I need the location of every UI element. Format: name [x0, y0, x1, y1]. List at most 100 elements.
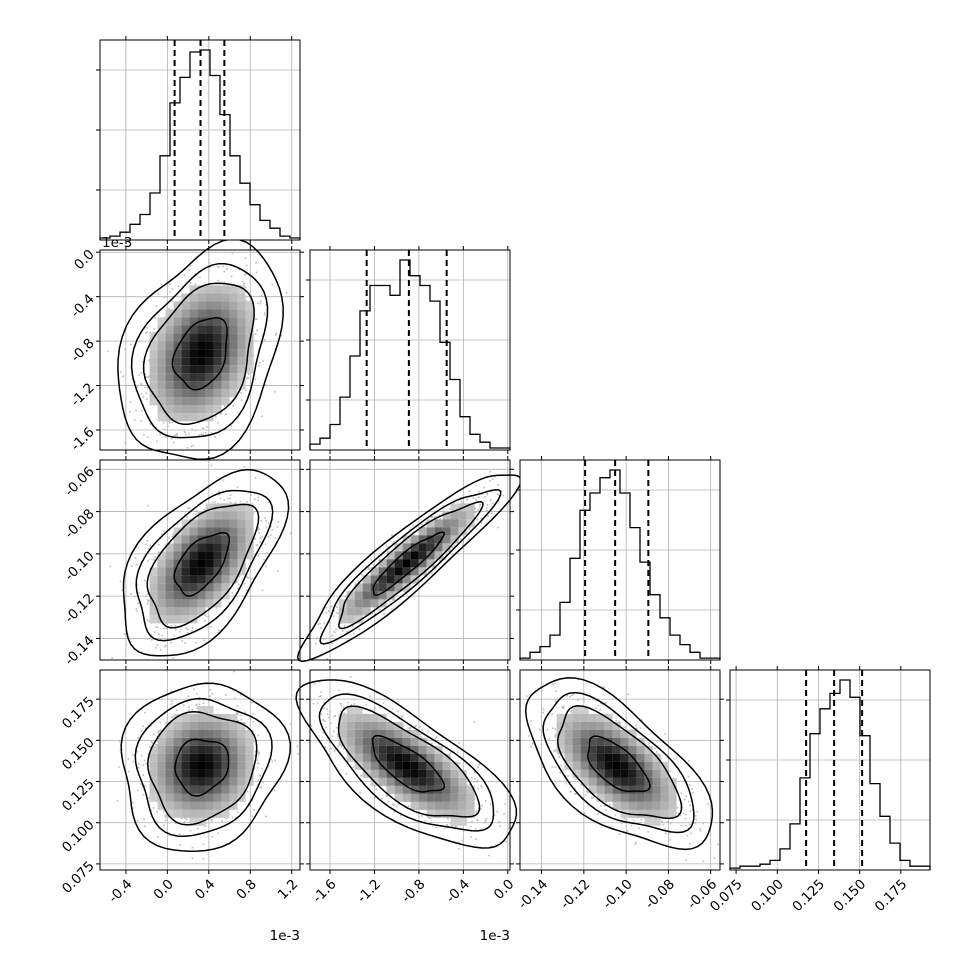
density-cell	[245, 317, 254, 326]
sample-point	[169, 283, 171, 285]
sample-point	[251, 577, 253, 580]
sample-point	[270, 525, 272, 528]
sample-point	[314, 642, 317, 645]
sample-point	[259, 541, 261, 543]
sample-point	[261, 589, 264, 592]
density-cell	[229, 341, 238, 350]
sample-point	[184, 642, 186, 644]
density-cell	[189, 301, 198, 310]
sample-point	[258, 528, 260, 530]
sample-point	[271, 283, 274, 286]
sample-point	[185, 627, 188, 630]
sample-point	[201, 426, 204, 429]
density-cell	[213, 333, 222, 342]
sample-point	[217, 632, 219, 634]
density-cell	[378, 559, 387, 568]
sample-point	[155, 647, 157, 649]
sample-point	[148, 620, 151, 623]
sample-point	[223, 270, 225, 273]
sample-point	[148, 360, 150, 362]
density-cell	[426, 543, 435, 552]
sample-point	[146, 602, 149, 605]
contour-line	[296, 474, 522, 663]
sample-point	[444, 558, 446, 561]
density-cell	[442, 535, 451, 544]
sample-point	[441, 513, 444, 515]
density-cell	[221, 503, 230, 512]
sample-point	[448, 508, 451, 511]
sample-point	[231, 252, 234, 254]
density-cell	[173, 389, 182, 398]
density-cell	[189, 373, 198, 382]
sample-point	[391, 608, 393, 610]
sample-point	[186, 446, 189, 449]
density-cell	[149, 341, 158, 350]
density-cell	[181, 309, 190, 318]
density-cell	[394, 575, 403, 584]
density-cell	[434, 551, 443, 560]
panel-frame	[99, 249, 301, 451]
sample-point	[425, 521, 427, 524]
sample-point	[433, 568, 436, 571]
sample-point	[152, 733, 155, 735]
sample-point	[145, 332, 147, 334]
sample-point	[393, 598, 396, 601]
sample-point	[125, 643, 128, 646]
sample-point	[487, 515, 489, 517]
density-cell	[434, 519, 443, 528]
sample-point	[258, 365, 261, 367]
sample-point	[379, 608, 381, 611]
density-cell	[173, 615, 182, 624]
density-cell	[157, 405, 166, 414]
sample-point	[229, 582, 232, 585]
density-cell	[181, 607, 190, 616]
sample-point	[214, 501, 217, 503]
sample-point	[502, 494, 505, 497]
density-cell	[205, 357, 214, 366]
sample-point	[265, 565, 267, 568]
sample-point	[130, 343, 132, 346]
density-cell	[221, 575, 230, 584]
density-cell	[181, 413, 190, 422]
sample-point	[256, 302, 259, 305]
sample-point	[258, 532, 261, 534]
sample-point	[246, 790, 249, 793]
sample-point	[138, 591, 141, 594]
sample-point	[434, 567, 437, 569]
sample-point	[335, 611, 338, 614]
density-cell	[181, 357, 190, 366]
sample-point	[254, 318, 256, 321]
sample-point	[358, 628, 361, 630]
density-cell	[165, 405, 174, 414]
sample-point	[264, 384, 267, 386]
density-cell	[189, 397, 198, 406]
sample-point	[244, 286, 247, 289]
density-cell	[354, 583, 363, 592]
sample-point	[232, 405, 235, 407]
sample-point	[151, 639, 153, 641]
sample-point	[148, 358, 151, 361]
sample-point	[245, 264, 248, 267]
sample-point	[395, 592, 398, 594]
sample-point	[174, 625, 177, 627]
sample-point	[194, 273, 197, 276]
sample-point	[142, 396, 145, 398]
density-cell	[426, 559, 435, 568]
density-cell	[245, 309, 254, 318]
sample-point	[176, 523, 179, 526]
density-cell	[189, 575, 198, 584]
density-cell	[181, 519, 190, 528]
density-cell	[157, 615, 166, 624]
sample-point	[461, 502, 463, 504]
sample-point	[477, 509, 480, 511]
sample-point	[217, 421, 219, 424]
density-cell	[181, 301, 190, 310]
sample-point	[208, 270, 210, 273]
sample-point	[476, 518, 479, 521]
density-cell	[189, 285, 198, 294]
sample-point	[163, 428, 166, 431]
density-cell	[205, 301, 214, 310]
sample-point	[147, 376, 149, 378]
density-cell	[229, 381, 238, 390]
sample-point	[183, 430, 186, 433]
